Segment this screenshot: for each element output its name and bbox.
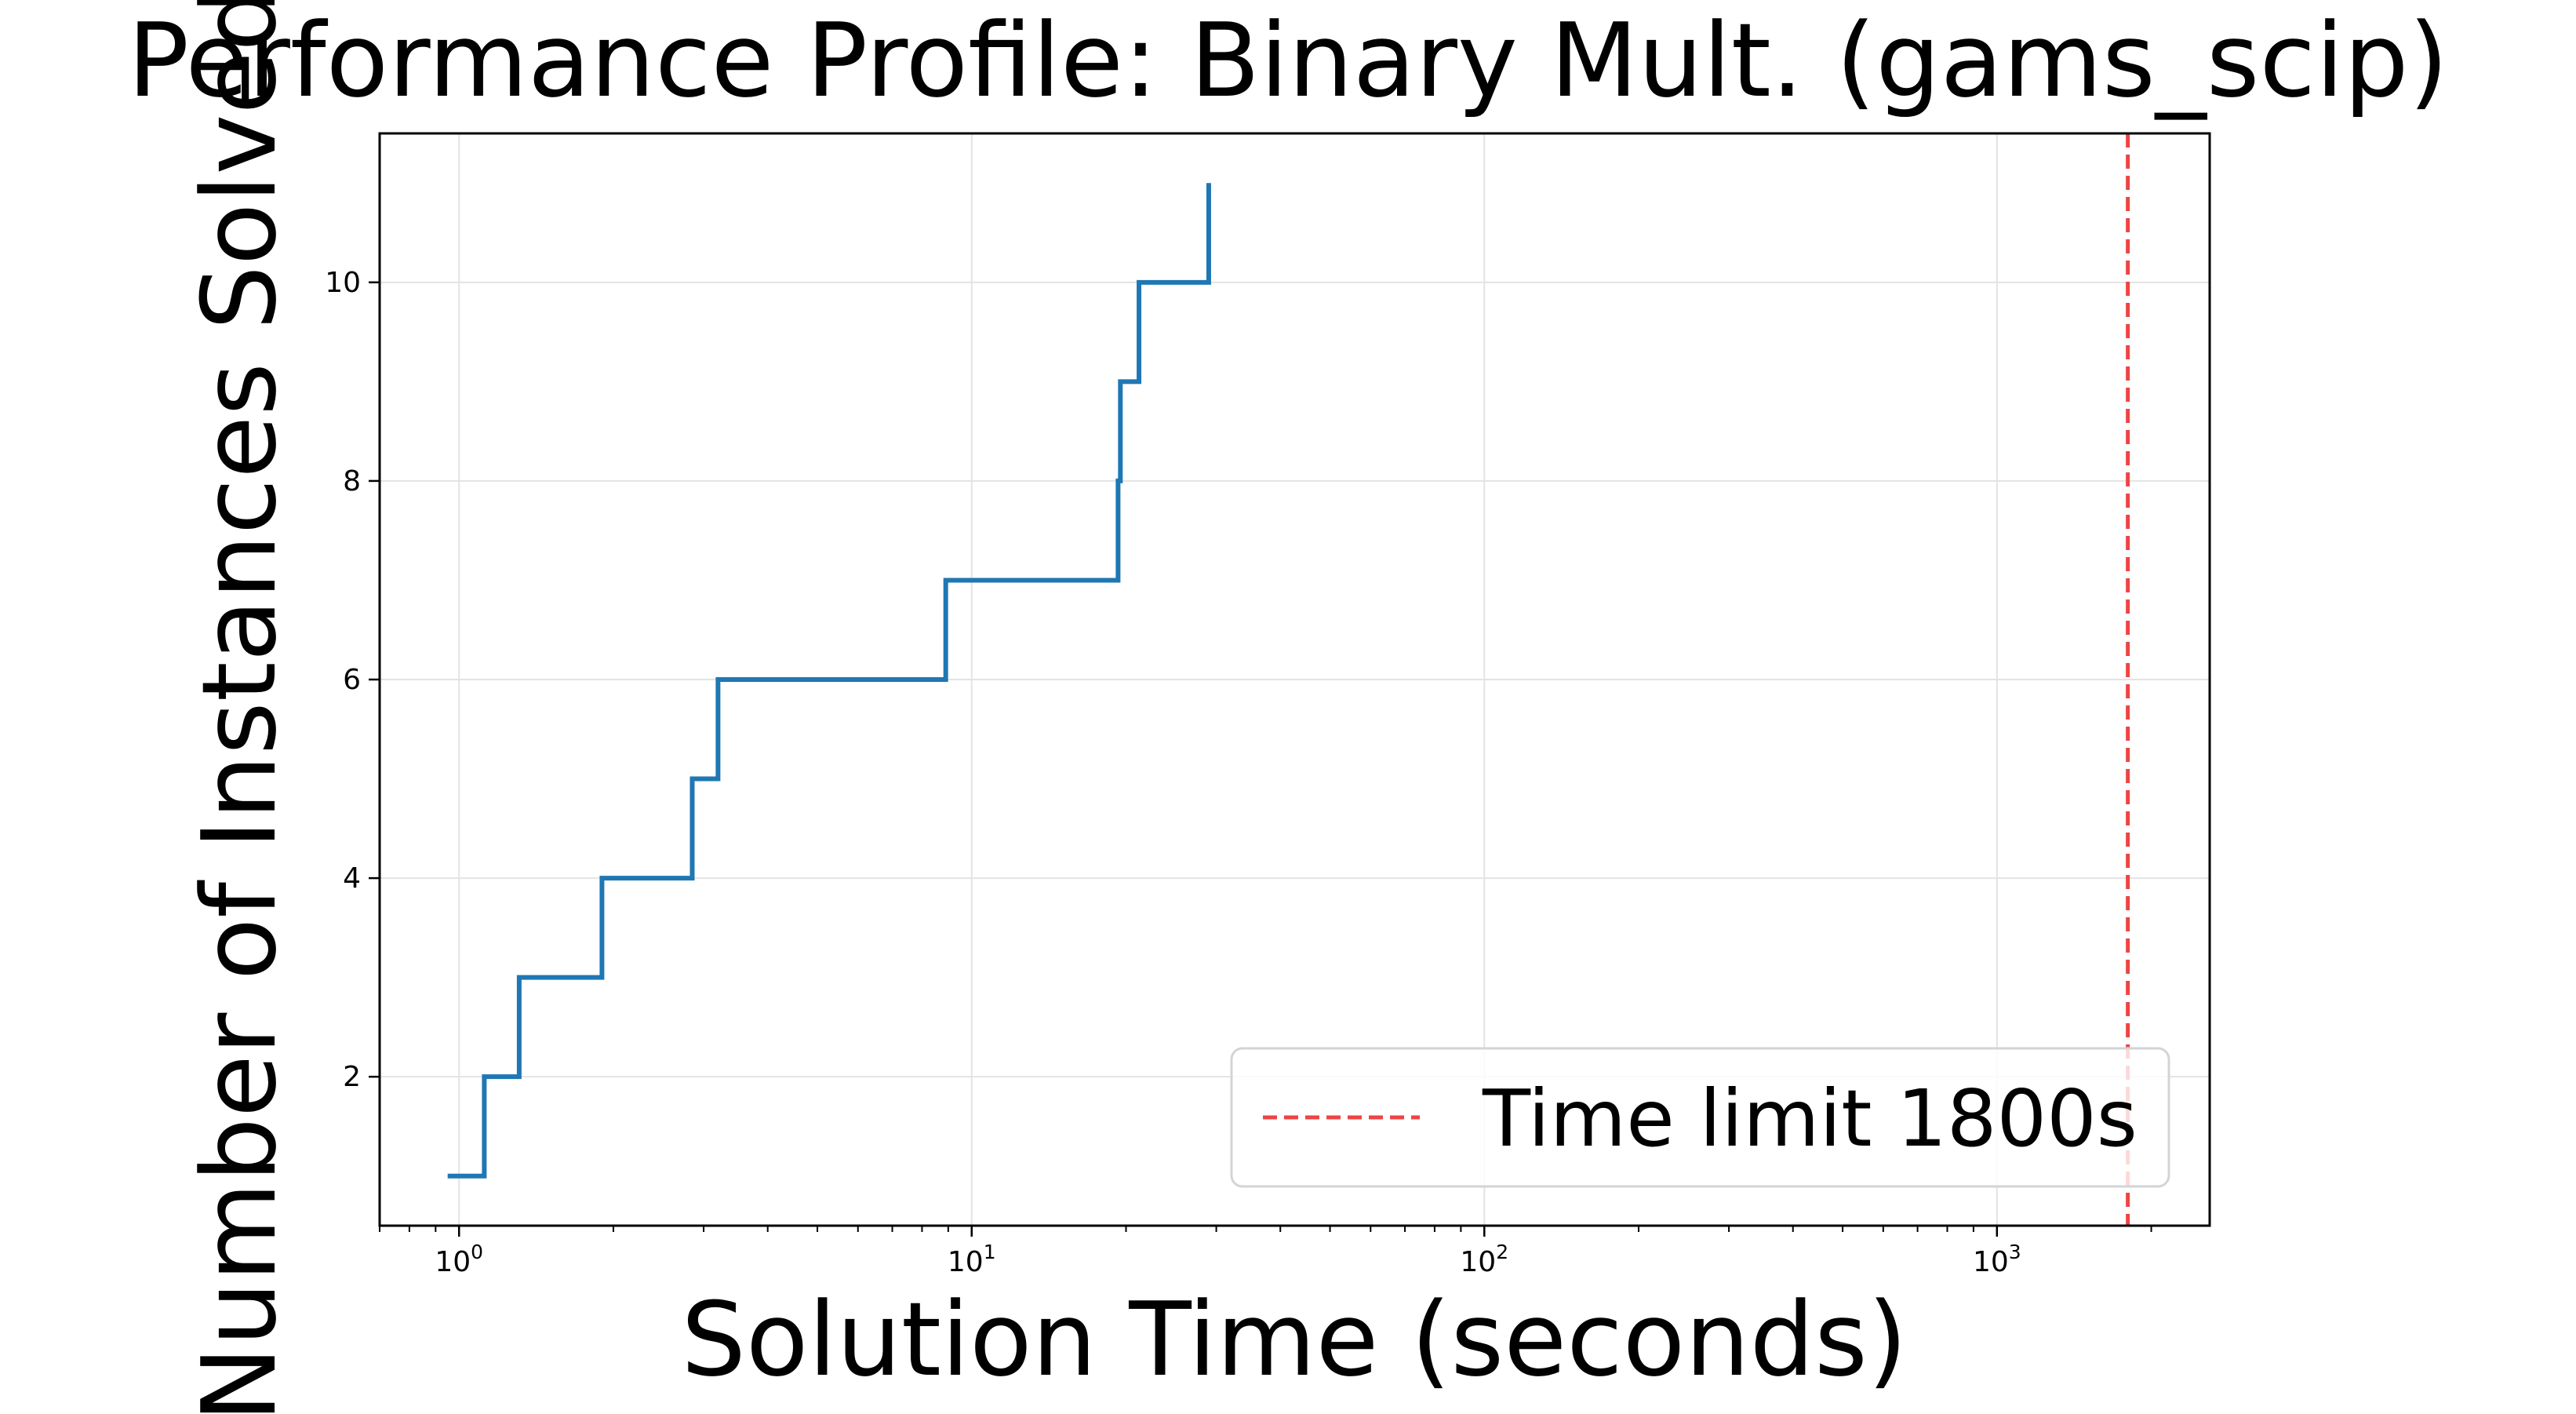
x-tick-label: 103 [1973, 1241, 2021, 1278]
x-tick-label: 102 [1460, 1241, 1508, 1278]
chart-title: Performance Profile: Binary Mult. (gams_… [128, 1, 2449, 120]
solved-instances-step-line [447, 183, 1211, 1179]
y-tick-label: 2 [343, 1061, 361, 1093]
y-axis-title: Number of Instances Solved [180, 0, 299, 1414]
x-axis-title: Solution Time (seconds) [681, 1280, 1907, 1399]
x-tick-label: 101 [948, 1241, 996, 1278]
y-tick-label: 6 [343, 664, 361, 696]
legend: Time limit 1800s [1230, 1047, 2170, 1188]
legend-label: Time limit 1800s [1482, 1073, 2138, 1164]
series-layer [447, 183, 1211, 1179]
y-tick-label: 4 [343, 862, 361, 895]
y-tick-label: 10 [325, 267, 361, 299]
axes: 100 101 102 103 2 4 6 8 10 [325, 267, 2152, 1278]
legend-box [1230, 1047, 2170, 1188]
y-tick-label: 8 [343, 465, 361, 497]
x-tick-label: 100 [435, 1241, 483, 1278]
